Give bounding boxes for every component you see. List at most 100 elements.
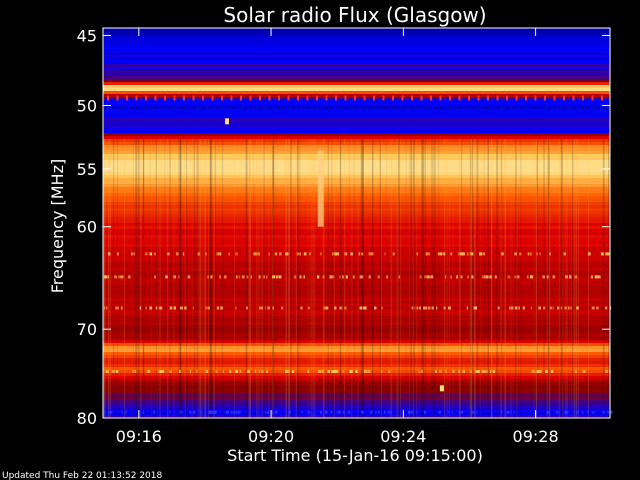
band-speckle xyxy=(205,306,207,310)
band-speckle xyxy=(490,275,492,279)
time-streak xyxy=(255,139,258,418)
band-speckle xyxy=(542,275,545,279)
band-speckle xyxy=(319,370,321,373)
time-streak xyxy=(410,139,413,418)
time-streak xyxy=(208,139,209,418)
spectrogram-row xyxy=(103,70,610,74)
band-speckle xyxy=(169,370,172,373)
band-speckle xyxy=(192,306,194,310)
band-speckle xyxy=(471,410,474,414)
y-tick-label: 80 xyxy=(77,409,97,428)
band-speckle xyxy=(180,306,183,310)
band-speckle xyxy=(121,410,123,414)
band-speckle xyxy=(363,306,367,310)
spectrogram-row xyxy=(103,163,610,167)
band-speckle xyxy=(349,370,352,373)
band-speckle xyxy=(609,410,613,414)
band-speckle xyxy=(323,306,326,310)
band-speckle xyxy=(424,275,427,279)
band-speckle xyxy=(483,370,486,373)
band-speckle xyxy=(178,275,180,279)
time-streak xyxy=(312,139,315,418)
band-speckle xyxy=(279,252,282,256)
band-speckle xyxy=(388,370,391,373)
band-speckle xyxy=(487,275,491,279)
time-streak xyxy=(396,139,398,418)
band-speckle xyxy=(549,252,551,256)
spectrogram-row xyxy=(103,226,610,230)
band-speckle xyxy=(463,370,465,373)
time-streak xyxy=(191,139,194,418)
time-streak xyxy=(372,139,374,418)
time-streak xyxy=(166,139,168,418)
band-speckle xyxy=(261,306,264,310)
spectrogram-row xyxy=(103,379,610,383)
band-speckle xyxy=(118,275,121,279)
time-streak xyxy=(476,139,478,418)
band-speckle xyxy=(438,410,441,414)
band-speckle xyxy=(258,252,261,256)
time-streak xyxy=(536,139,537,418)
time-streak xyxy=(322,139,325,418)
spectrogram-row xyxy=(103,181,610,185)
spectrogram-row xyxy=(103,43,610,47)
periodic-marker xyxy=(249,95,252,101)
spectrogram-row xyxy=(103,346,610,350)
band-speckle xyxy=(158,306,162,310)
spectrogram-row xyxy=(103,88,610,92)
spectrogram-row xyxy=(103,412,610,416)
band-speckle xyxy=(605,252,608,256)
spectrogram-row xyxy=(103,316,610,320)
band-speckle xyxy=(600,252,604,256)
band-speckle xyxy=(235,252,238,256)
band-speckle xyxy=(307,410,310,414)
spectrogram-row xyxy=(103,367,610,371)
band-speckle xyxy=(267,306,270,310)
band-speckle xyxy=(325,306,329,310)
band-speckle xyxy=(332,370,336,373)
time-streak xyxy=(469,139,472,418)
radio-spot xyxy=(439,385,444,392)
band-speckle xyxy=(303,252,307,256)
band-speckle xyxy=(511,306,514,310)
band-speckle xyxy=(286,252,290,256)
time-streak xyxy=(602,139,605,418)
band-speckle xyxy=(239,370,242,373)
time-streak xyxy=(179,139,182,418)
band-speckle xyxy=(338,252,340,256)
spectrogram-row xyxy=(103,106,610,110)
time-streak xyxy=(561,139,563,418)
band-speckle xyxy=(189,410,191,414)
band-speckle xyxy=(316,275,320,279)
time-streak xyxy=(351,139,353,418)
spectrogram-row xyxy=(103,322,610,326)
band-speckle xyxy=(378,410,380,414)
band-speckle xyxy=(276,275,278,279)
band-speckle xyxy=(272,275,276,279)
band-speckle xyxy=(215,370,218,373)
time-streak xyxy=(272,139,274,418)
band-speckle xyxy=(339,306,341,310)
band-speckle xyxy=(235,370,238,373)
spectrogram-row xyxy=(103,52,610,56)
band-speckle xyxy=(469,370,472,373)
time-streak xyxy=(548,139,551,418)
band-speckle xyxy=(256,252,258,256)
band-speckle xyxy=(334,252,337,256)
band-speckle xyxy=(325,410,328,414)
time-streak xyxy=(297,139,299,418)
band-speckle xyxy=(588,252,590,256)
spectrogram-row xyxy=(103,202,610,206)
spectrogram-row xyxy=(103,157,610,161)
updated-timestamp: Updated Thu Feb 22 01:13:52 2018 xyxy=(2,471,163,480)
band-speckle xyxy=(229,370,232,373)
band-speckle xyxy=(299,252,301,256)
time-streak xyxy=(480,139,481,418)
band-speckle xyxy=(494,275,497,279)
band-speckle xyxy=(529,252,532,256)
periodic-marker xyxy=(278,95,280,101)
band-speckle xyxy=(564,410,567,414)
band-speckle xyxy=(430,275,434,279)
periodic-marker xyxy=(601,95,603,101)
band-speckle xyxy=(148,252,151,256)
